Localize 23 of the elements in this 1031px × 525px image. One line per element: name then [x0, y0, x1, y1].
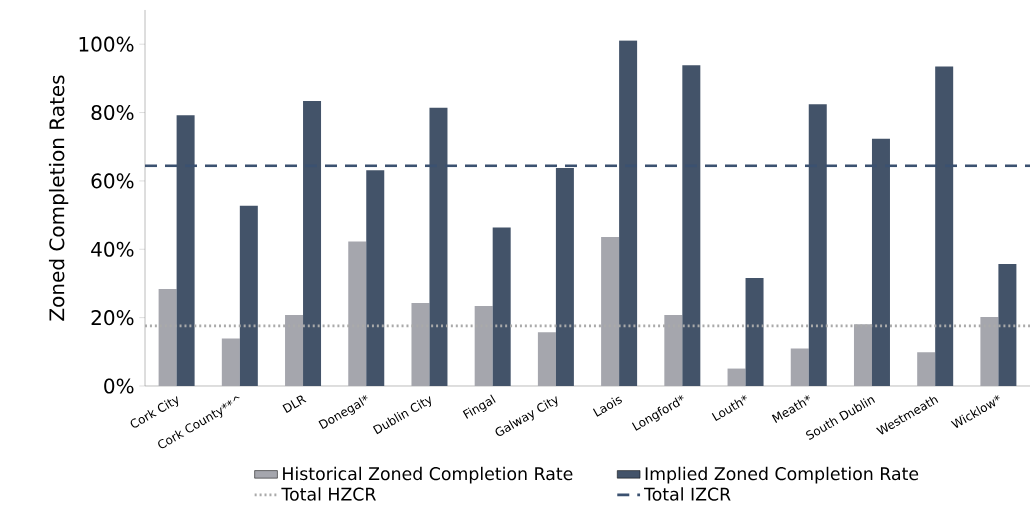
y-tick-label: 100%	[79, 36, 134, 52]
bar	[998, 263, 1017, 386]
bar	[790, 348, 809, 386]
legend-label: Implied Zoned Completion Rate	[645, 466, 919, 484]
bar	[917, 352, 936, 386]
bar	[492, 227, 511, 386]
y-tick-label: 0%	[104, 378, 134, 394]
legend-label: Total HZCR	[281, 487, 376, 501]
y-tick-label: 20%	[91, 310, 134, 326]
x-tick-label: DLR	[282, 395, 307, 413]
bar	[727, 368, 746, 386]
bar	[745, 277, 764, 386]
y-tick-label: 60%	[91, 173, 134, 189]
y-tick-label: 80%	[91, 104, 134, 121]
bar	[239, 205, 258, 386]
bar	[366, 170, 385, 386]
y-axis-title: Zoned Completion Rates	[48, 75, 69, 321]
bar	[537, 332, 556, 386]
legend-label: Total IZCR	[644, 487, 731, 501]
x-tick-label: Cork City	[130, 396, 179, 428]
legend-label: Historical Zoned Completion Rate	[283, 466, 573, 484]
y-tick-label: 40%	[91, 241, 134, 257]
bar	[221, 338, 240, 386]
